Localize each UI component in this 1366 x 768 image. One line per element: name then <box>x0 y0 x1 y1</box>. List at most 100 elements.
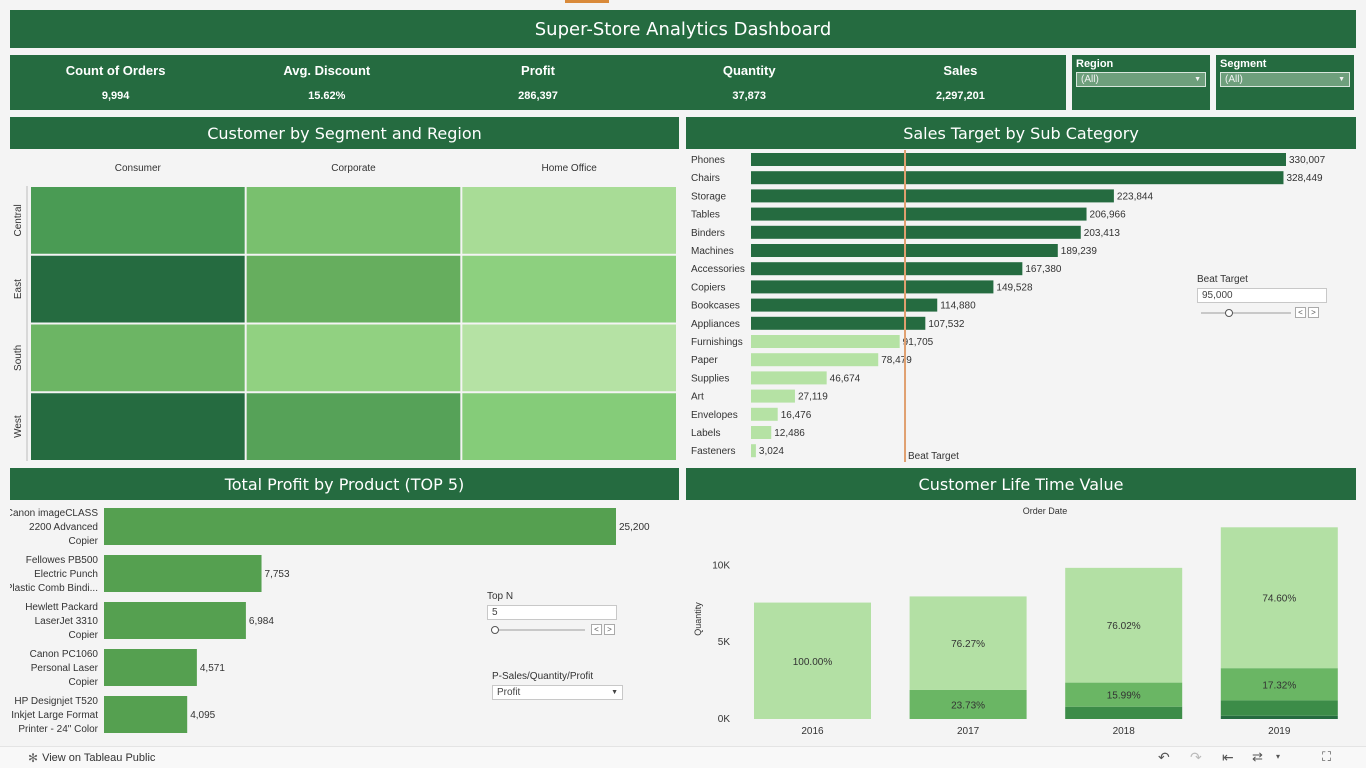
heatmap-cell <box>462 187 676 254</box>
data-label: 149,528 <box>996 282 1033 293</box>
view-on-tableau-link[interactable]: ✻ View on Tableau Public <box>28 751 155 765</box>
product-label: LaserJet 3310 <box>35 616 99 627</box>
data-label: 6,984 <box>249 616 274 627</box>
subcat-bar <box>751 389 795 403</box>
row-header: East <box>13 279 24 299</box>
kpi-orders: Count of Orders 9,994 <box>10 55 221 110</box>
measure-param-label: P-Sales/Quantity/Profit <box>492 671 594 682</box>
subcat-chart: Phones Chairs Storage Tables Binders Machines… <box>691 150 1326 462</box>
step-back-button[interactable]: < <box>591 624 602 635</box>
segment-label: 23.73% <box>951 700 985 711</box>
row-header: West <box>13 415 24 438</box>
ltv-segment <box>1065 682 1183 707</box>
category-label: Paper <box>691 355 718 366</box>
data-label: 330,007 <box>1289 155 1326 166</box>
ltv-chart: Order Date Quantity 0K 5K 10K 100.00% 23.73… <box>693 506 1338 737</box>
kpi-label: Avg. Discount <box>283 63 371 78</box>
product-label: Inkjet Large Format <box>11 710 98 721</box>
segment-dropdown[interactable]: (All) ▼ <box>1220 72 1350 87</box>
subcat-bar <box>751 189 1114 203</box>
kpi-label: Sales <box>943 63 978 78</box>
data-label: 206,966 <box>1090 210 1127 221</box>
product-label: Copier <box>69 630 99 641</box>
x-tick-label: 2018 <box>1113 726 1136 737</box>
y-axis-title: Quantity <box>693 602 703 636</box>
redo-icon[interactable]: ↷ <box>1190 749 1202 765</box>
data-label: 27,119 <box>798 392 828 403</box>
footer-toolbar: ✻ View on Tableau Public ↶ ↷ ⇤ ⇄ ▾ ⛶ <box>0 746 1366 768</box>
category-label: Binders <box>691 228 725 239</box>
category-label: Appliances <box>691 319 740 330</box>
category-label: Supplies <box>691 373 729 384</box>
product-label: Fellowes PB500 <box>26 555 99 566</box>
dashboard-title: Super-Store Analytics Dashboard <box>10 10 1356 48</box>
data-label: 25,200 <box>619 522 650 533</box>
region-filter-label: Region <box>1076 58 1114 70</box>
heatmap-title: Customer by Segment and Region <box>10 117 679 149</box>
data-label: 4,095 <box>190 710 215 721</box>
data-label: 189,239 <box>1061 246 1098 257</box>
ltv-segment <box>1065 706 1183 719</box>
ltv-segment <box>909 596 1027 690</box>
data-label: 203,413 <box>1084 228 1121 239</box>
segment-filter-label: Segment <box>1220 58 1267 70</box>
slider-knob[interactable] <box>1225 308 1233 317</box>
beat-target-param: Beat Target 95,000 < > <box>1197 274 1327 318</box>
category-label: Furnishings <box>691 337 743 348</box>
heatmap-cell <box>246 393 461 460</box>
heatmap-cell <box>462 324 676 392</box>
heatmap-cell <box>246 324 461 392</box>
region-dropdown[interactable]: (All) ▼ <box>1076 72 1206 87</box>
segment-label: 76.27% <box>951 639 985 650</box>
subcat-bar <box>751 262 1023 276</box>
product-label: Personal Laser <box>31 663 99 674</box>
column-header: Consumer <box>115 163 162 174</box>
category-label: Labels <box>691 428 720 439</box>
slider-knob[interactable] <box>491 625 499 634</box>
measure-dropdown[interactable]: Profit ▼ <box>492 685 623 700</box>
undo-icon[interactable]: ↶ <box>1158 749 1170 765</box>
subcat-bar <box>751 280 994 294</box>
data-label: 7,753 <box>265 569 290 580</box>
category-label: Tables <box>691 210 720 221</box>
chevron-down-icon: ▼ <box>611 689 618 696</box>
step-back-button[interactable]: < <box>1295 307 1306 318</box>
x-tick-label: 2019 <box>1268 726 1291 737</box>
top-n-param: Top N 5 < > <box>487 591 617 635</box>
kpi-profit: Profit 286,397 <box>432 55 643 110</box>
ltv-segment <box>909 689 1027 719</box>
revert-icon[interactable]: ⇤ <box>1222 749 1234 765</box>
segment-dropdown-value: (All) <box>1225 74 1243 85</box>
top-n-label: Top N <box>487 591 514 602</box>
beat-target-label: Beat Target <box>1197 274 1248 285</box>
subcat-title: Sales Target by Sub Category <box>686 117 1356 149</box>
step-forward-button[interactable]: > <box>604 624 615 635</box>
heatmap-cell <box>246 255 461 323</box>
kpi-discount: Avg. Discount 15.62% <box>221 55 432 110</box>
x-tick-label: 2016 <box>801 726 824 737</box>
step-forward-button[interactable]: > <box>1308 307 1319 318</box>
beat-target-input[interactable]: 95,000 <box>1197 288 1327 303</box>
heatmap-cell <box>31 255 245 323</box>
product-label: Printer - 24" Color <box>18 724 98 735</box>
ltv-segment <box>1220 527 1338 669</box>
product-bar <box>104 602 246 639</box>
chevron-down-icon[interactable]: ▾ <box>1276 752 1281 761</box>
heatmap-cell <box>246 187 461 254</box>
category-label: Machines <box>691 246 734 257</box>
beat-target-slider[interactable] <box>1197 308 1293 318</box>
subcat-bar <box>751 426 772 439</box>
data-label: 328,449 <box>1286 173 1323 184</box>
data-label: 78,479 <box>881 355 912 366</box>
subcat-bar <box>751 444 756 458</box>
fullscreen-icon[interactable]: ⛶ <box>1322 749 1332 764</box>
kpi-label: Quantity <box>722 63 776 78</box>
share-icon[interactable]: ⇄ <box>1252 749 1263 764</box>
top-n-slider[interactable] <box>487 625 589 635</box>
product-label: HP Designjet T520 <box>14 696 98 707</box>
subcat-bar <box>751 298 938 312</box>
products-chart: Canon imageCLASS 2200 Advanced Copier Fello… <box>10 508 650 735</box>
top-n-input[interactable]: 5 <box>487 605 617 620</box>
segment-label: 74.60% <box>1262 594 1296 605</box>
ltv-segment <box>1220 700 1338 716</box>
